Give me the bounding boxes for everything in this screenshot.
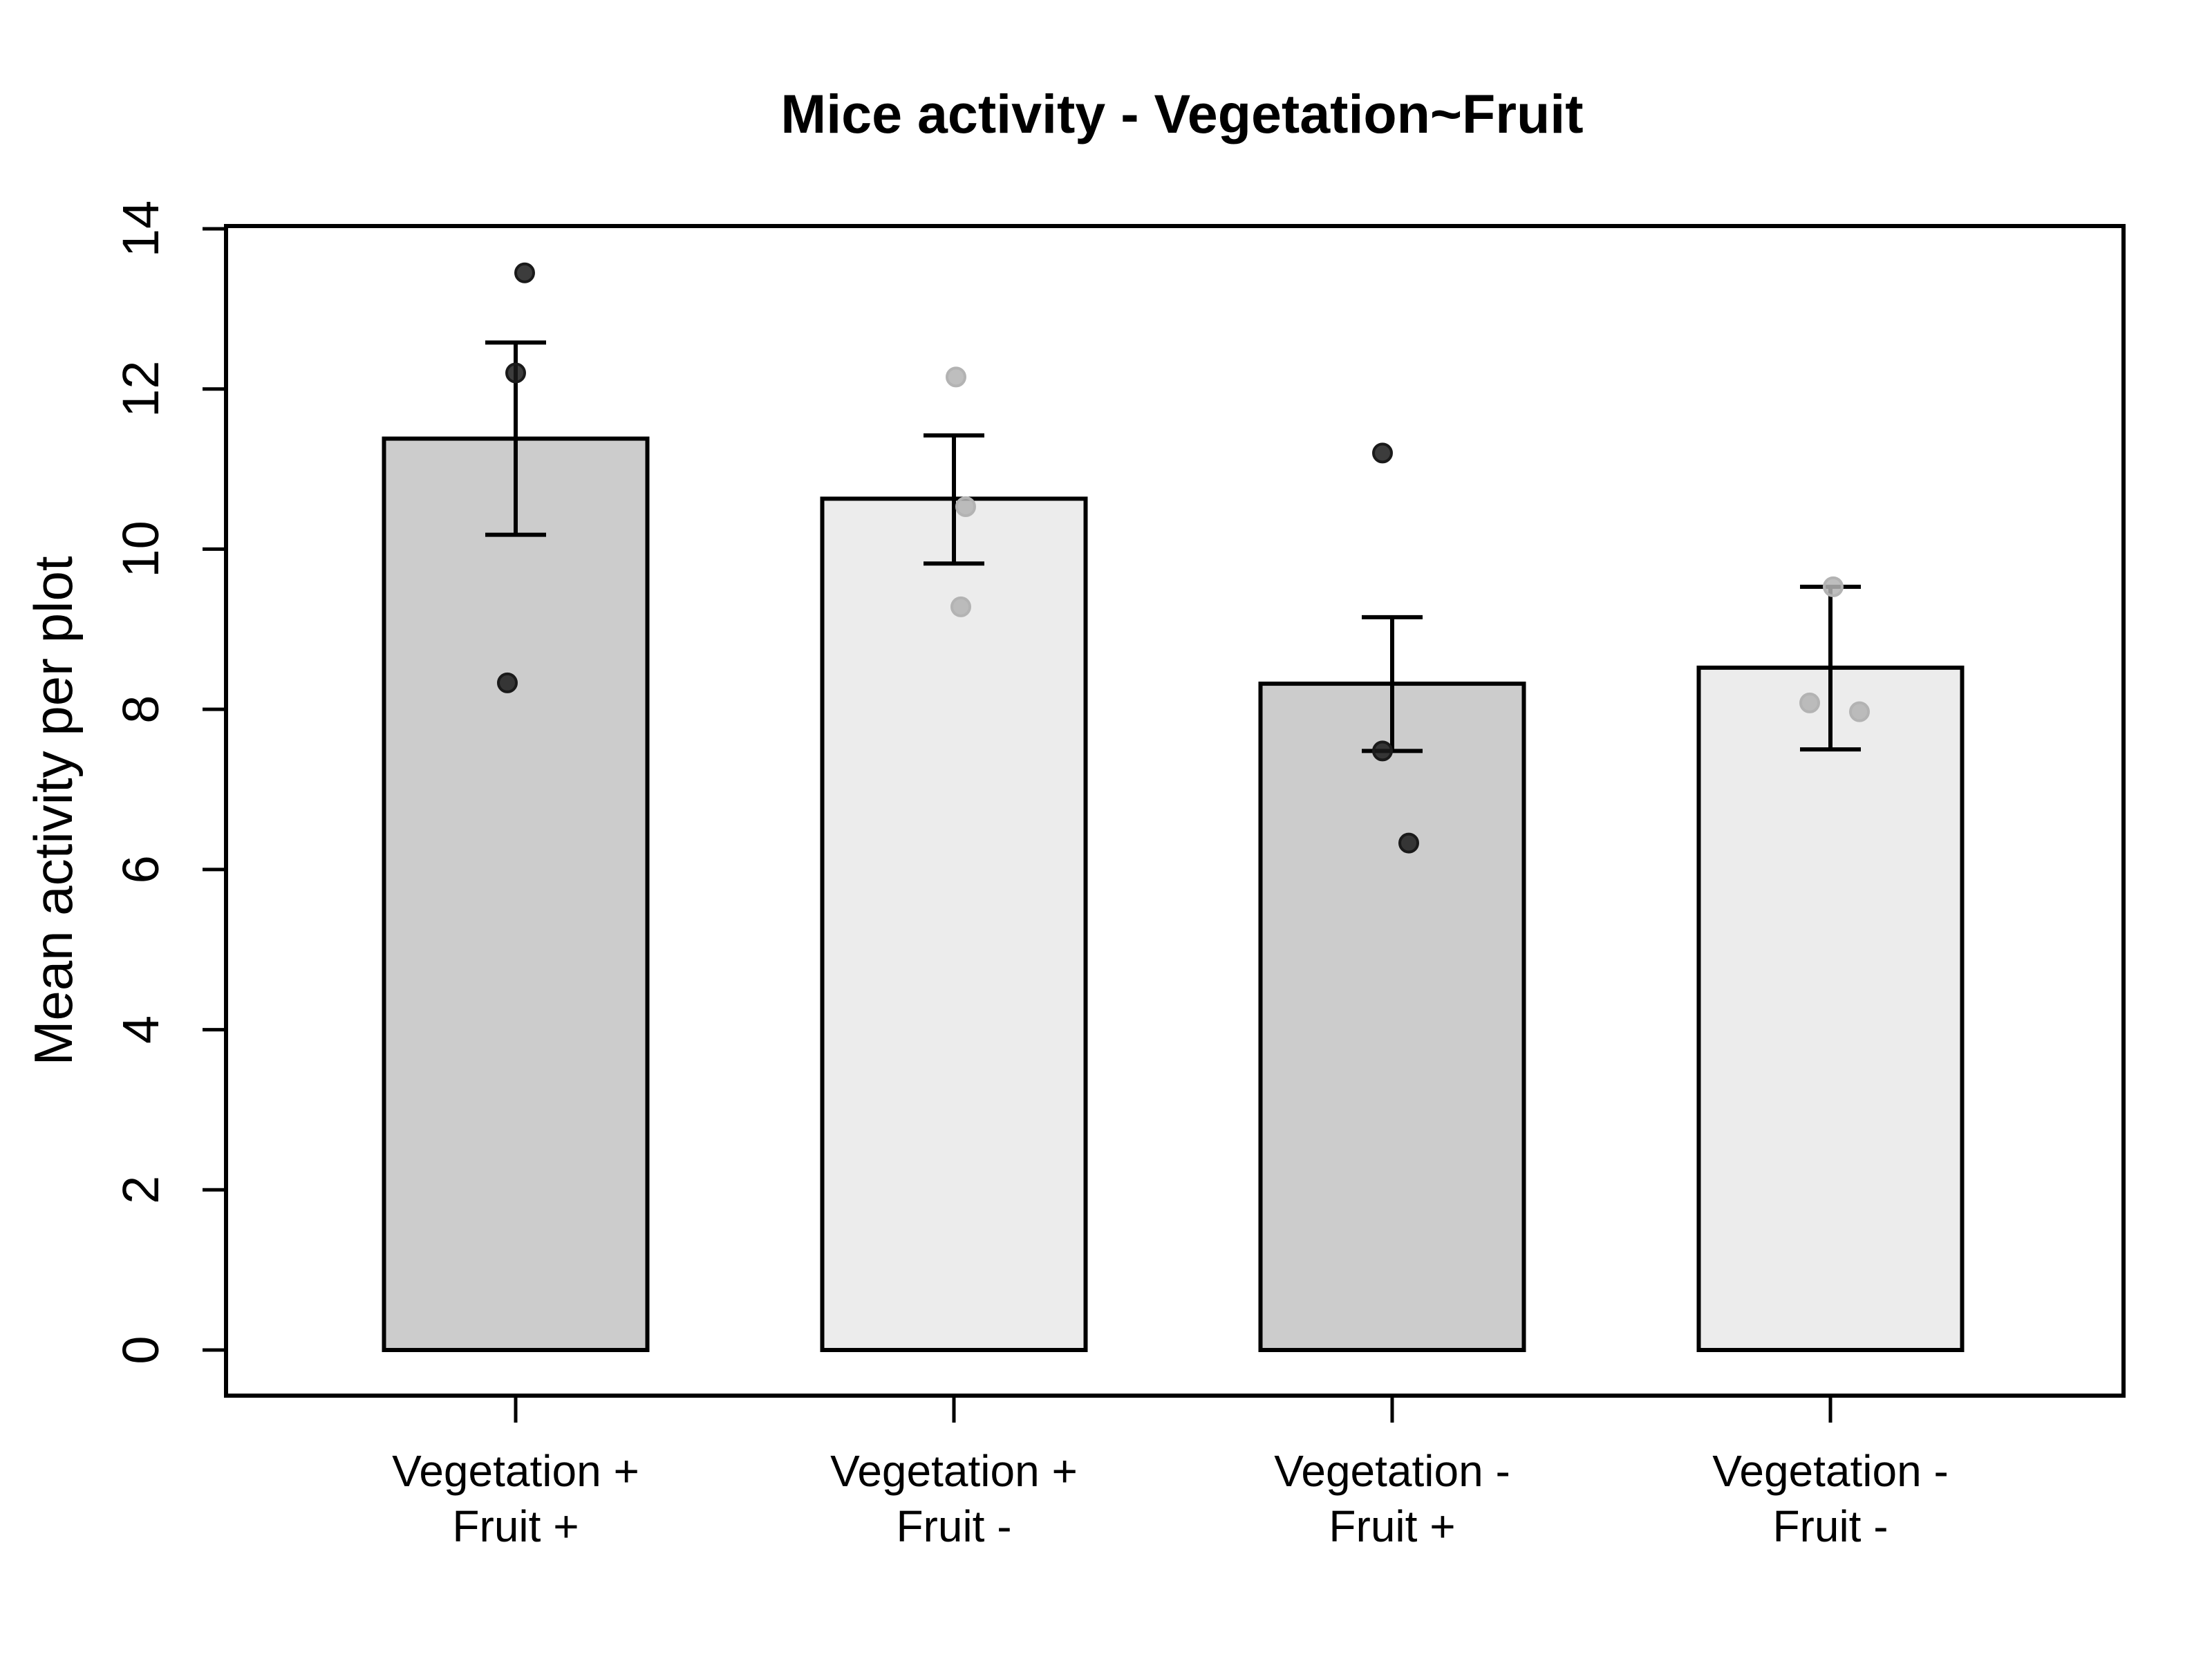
y-tick-label: 2 [112,1176,169,1204]
x-tick-label: Fruit - [1772,1501,1888,1551]
bar [820,496,1088,1352]
data-point [946,366,966,388]
data-points-layer [497,262,1870,854]
data-point [950,596,971,617]
data-point [1849,701,1870,722]
data-point [1372,442,1393,464]
data-point [505,362,526,384]
x-tick-label: Fruit + [1329,1501,1455,1551]
bar [1258,682,1526,1352]
bars-layer [382,436,1965,1353]
y-tick-label: 6 [112,855,169,883]
error-bar [924,433,984,566]
data-point [1799,692,1820,713]
bar [382,436,650,1353]
bar [1696,665,1965,1352]
error-bars-layer [485,340,1861,753]
data-point [1398,832,1419,854]
data-point [955,496,976,518]
y-tick-label: 0 [112,1335,169,1364]
data-point [514,262,535,283]
y-tick-label: 12 [112,361,169,418]
x-tick-label: Vegetation - [1274,1446,1510,1496]
y-tick-label: 14 [112,200,169,257]
x-tick-label: Fruit + [452,1501,579,1551]
x-axis: Vegetation +Fruit +Vegetation +Fruit -Ve… [392,1396,1949,1551]
data-point [1372,740,1393,762]
y-tick-label: 4 [112,1015,169,1044]
x-tick-label: Vegetation - [1712,1446,1949,1496]
data-point [1823,576,1844,597]
x-tick-label: Fruit - [896,1501,1011,1551]
y-axis-label: Mean activity per plot [23,556,84,1065]
y-axis: 0 2 4 6 8 10 12 14 [112,200,226,1365]
data-point [497,672,518,693]
x-tick-label: Vegetation + [392,1446,639,1496]
chart-title: Mice activity - Vegetation~Fruit [780,83,1583,144]
y-tick-label: 8 [112,695,169,724]
x-tick-label: Vegetation + [830,1446,1078,1496]
y-tick-label: 10 [112,521,169,577]
plot-frame [224,224,2126,1398]
